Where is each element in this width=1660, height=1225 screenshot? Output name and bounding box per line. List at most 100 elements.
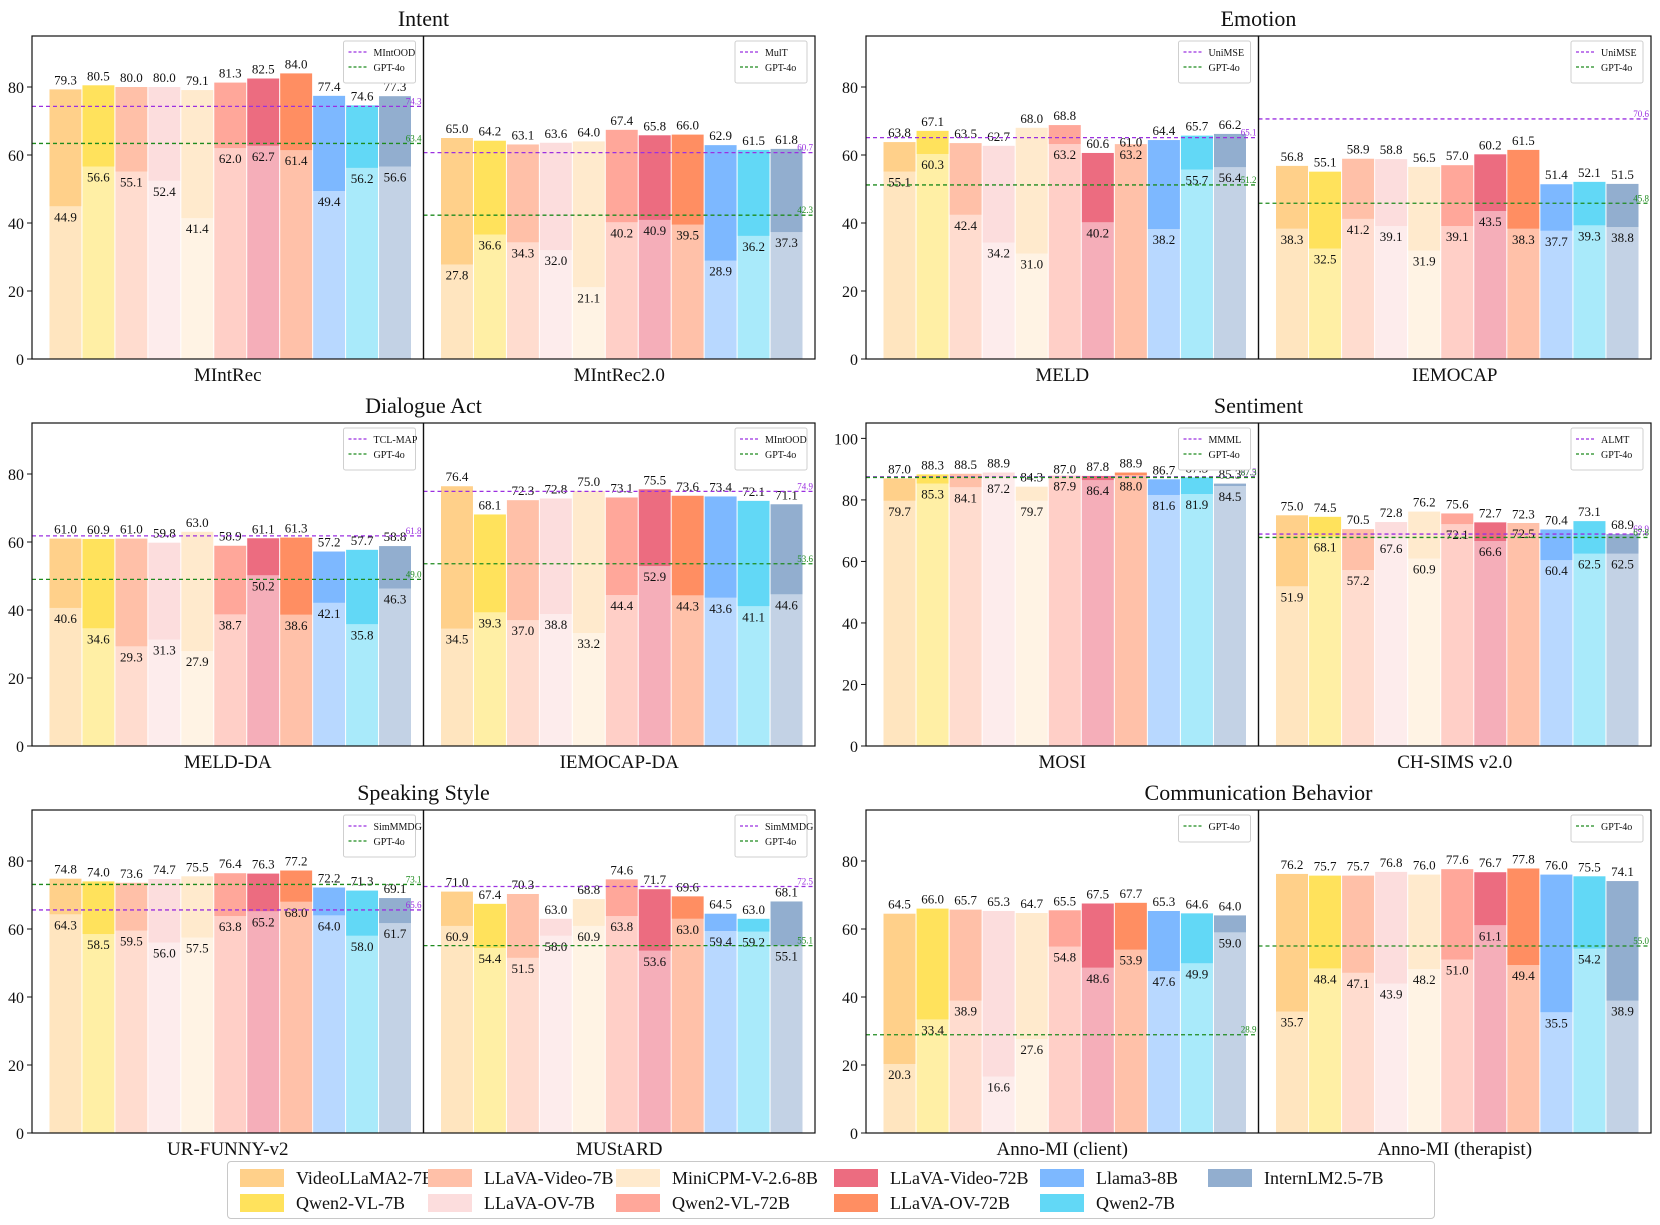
bar-bottom-label: 44.6 [775,597,798,612]
panel-anno-mi-therapist-: 76.2 35.7 75.7 48.4 75.7 47.1 76.8 43.9 76.0 48.2… [1258,814,1651,1160]
reference-legend-label: MMML [1209,435,1242,446]
bar-top-label: 52.1 [1578,165,1601,180]
bar-top-label: 75.0 [577,474,600,489]
bar-bottom [148,180,181,359]
bar-bottom [1114,475,1147,746]
panel-ur-funny-v2: 74.8 64.3 74.0 58.5 73.6 59.5 74.7 56.0 75.5 57.5… [32,814,424,1160]
bar-top-label: 72.7 [1479,505,1502,520]
bar-top [181,876,214,938]
bar-bottom [916,153,949,359]
y-tick-label: 20 [8,671,24,688]
bar-bottom [1408,250,1441,359]
reference-legend-label: GPT-4o [374,837,405,848]
bar-bottom [982,242,1015,359]
bar-bottom [916,483,949,746]
bar-bottom [883,1063,916,1133]
legend-label: Qwen2-7B [1096,1192,1175,1213]
bar-bottom [1309,968,1342,1133]
bar-bottom-label: 41.1 [742,609,765,624]
y-tick-label: 0 [850,1126,858,1143]
bar-bottom-label: 47.1 [1347,976,1370,991]
bar-bottom-label: 27.8 [446,267,469,282]
legend-item: LLaVA-OV-72B [834,1192,1010,1214]
bar-bottom [1441,226,1474,359]
bar-bottom [1213,486,1246,746]
bar-top-label: 75.5 [1578,859,1601,874]
reference-value: 61.8 [406,526,422,536]
bar-top-label: 77.4 [318,79,341,94]
bar-bottom [280,614,313,746]
bar-top [605,879,638,917]
bar-bottom-label: 63.8 [610,919,633,934]
bar-top-label: 64.6 [1186,896,1209,911]
bar-top-label: 73.4 [709,479,732,494]
y-tick-label: 80 [8,467,24,484]
panel-meld-da: 61.0 40.6 60.9 34.6 61.0 29.3 59.8 31.3 63.0 27.9… [32,427,424,773]
bar-bottom-label: 66.6 [1479,544,1502,559]
bar-bottom [181,218,214,359]
bar-top [770,504,803,595]
bar-top-label: 88.3 [921,457,944,472]
bar-bottom [1375,226,1408,359]
bar-bottom [1048,946,1081,1133]
y-tick-label: 80 [842,854,858,871]
bar-top-label: 65.0 [446,121,469,136]
bar-bottom [1573,225,1606,359]
bar-top-label: 61.5 [742,133,765,148]
bar-bottom-label: 88.0 [1119,478,1142,493]
reference-legend-label: GPT-4o [1601,63,1632,74]
bar-top [1540,184,1573,231]
reference-legend-label: GPT-4o [1209,63,1240,74]
bar-bottom-label: 38.3 [1512,232,1535,247]
bar-top-label: 70.4 [1545,512,1568,527]
bar-bottom-label: 63.0 [676,922,699,937]
bar-bottom-label: 44.3 [676,598,699,613]
bar-top-label: 75.5 [186,859,209,874]
bar-bottom-label: 60.9 [1413,562,1436,577]
bar-bottom-label: 40.2 [1086,225,1109,240]
bar-bottom [982,477,1015,746]
y-tick-label: 60 [8,922,24,939]
bar-top-label: 76.4 [219,856,242,871]
reference-value: 70.6 [1633,109,1649,119]
bar-bottom-label: 34.6 [87,631,110,646]
bar-top-label: 76.0 [1413,858,1436,873]
bar-top-label: 68.1 [775,884,798,899]
bar-top-label: 88.5 [954,457,977,472]
bar-bottom [214,148,247,359]
bar-bottom-label: 34.5 [446,632,469,647]
bar-bottom-label: 38.6 [285,618,308,633]
reference-value: 55.0 [1633,936,1649,946]
bar-top-label: 72.3 [1512,507,1535,522]
bar-top [605,129,638,223]
bar-bottom-label: 38.9 [1611,1004,1634,1019]
bar-bottom [883,171,916,359]
bar-top [1342,529,1375,571]
bar-bottom [1081,222,1114,359]
bar-top [1015,913,1048,1040]
bar-bottom-label: 68.1 [1314,540,1337,555]
bar-top-label: 84.0 [285,56,308,71]
bar-top [82,538,115,629]
bar-top [506,144,539,243]
legend-item: InternLM2.5-7B [1208,1167,1383,1189]
bar-top [148,879,181,943]
bar-bottom-label: 34.2 [987,246,1010,261]
bar-bottom-label: 54.4 [479,951,502,966]
reference-value: 28.9 [1241,1025,1257,1035]
y-tick-label: 60 [8,535,24,552]
bar-top-label: 79.1 [186,73,209,88]
bar-bottom [1015,500,1048,746]
bar-top [346,549,379,625]
panel-xlabel: Anno-MI (therapist) [1377,1139,1532,1160]
reference-legend-label: GPT-4o [1601,822,1632,833]
bar-bottom [1180,494,1213,746]
bar-top [539,498,572,615]
bar-bottom-label: 51.9 [1281,589,1304,604]
bar-top [506,893,539,958]
bar-bottom-label: 55.1 [888,175,911,190]
bar-bottom-label: 20.3 [888,1067,911,1082]
bar-top-label: 58.8 [1380,142,1403,157]
bar-bottom-label: 35.7 [1281,1015,1304,1030]
bar-top [1441,869,1474,960]
